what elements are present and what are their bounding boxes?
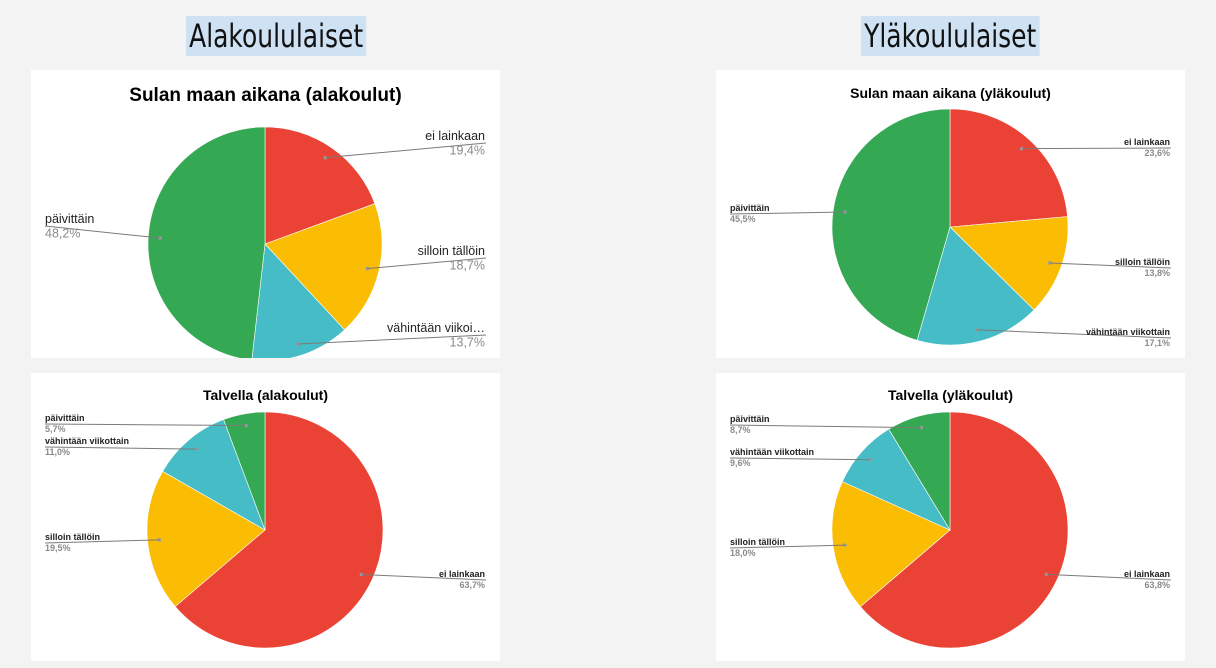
slice-name-label: päivittäin — [730, 203, 770, 213]
pie-slice-vahintaan-viikottain — [251, 243, 345, 358]
leader-line — [729, 211, 845, 215]
slice-name-label: vähintään viikottain — [45, 436, 129, 446]
slice-value-label: 18,0% — [730, 548, 756, 558]
slice-name-label: silloin tällöin — [730, 537, 785, 547]
chart-panel-winter-primary: Talvella (alakoulut) ei lainkaan 63,7% sill… — [31, 373, 500, 661]
slice-name-label: päivittäin — [45, 413, 85, 423]
pie-slice-vahintaan-viikottain — [162, 419, 266, 531]
slice-name-label: päivittäin — [45, 212, 94, 226]
leader-line — [1021, 147, 1172, 150]
chart-panel-summer-secondary: Sulan maan aikana (yläkoulut) ei lainkaan… — [716, 70, 1185, 358]
leader-line — [44, 539, 160, 544]
pie-slice-ei-lainkaan — [859, 411, 1069, 649]
pie-slice-ei-lainkaan — [264, 126, 376, 245]
slice-name-label: päivittäin — [730, 414, 770, 424]
leader-line — [44, 446, 197, 450]
leader-dot — [868, 457, 873, 462]
chart-title: Talvella (alakoulut) — [203, 387, 328, 403]
pie-slice-paivittain — [223, 411, 266, 531]
slice-value-label: 5,7% — [45, 424, 66, 434]
leader-line — [44, 225, 160, 239]
pie-chart-summer-secondary: Sulan maan aikana (yläkoulut) ei lainkaan… — [729, 85, 1172, 348]
leader-line — [44, 423, 247, 427]
heading-ylakoululaiset: Yläkoululaiset — [861, 16, 1040, 56]
leader-line — [325, 142, 487, 159]
leader-line — [367, 257, 487, 270]
pie-slice-ei-lainkaan — [949, 108, 1068, 228]
pie-slice-silloin-talloin — [146, 470, 266, 607]
slice-name-label: silloin tällöin — [45, 532, 100, 542]
slice-value-label: 17,1% — [1144, 338, 1170, 348]
pie-chart-summer-primary: Sulan maan aikana (alakoulut) ei lainkaan… — [44, 85, 487, 358]
slice-name-label: ei lainkaan — [439, 569, 485, 579]
slice-value-label: 48,2% — [45, 227, 80, 241]
slice-value-label: 45,5% — [730, 214, 756, 224]
leader-dot — [919, 425, 924, 430]
chart-title: Sulan maan aikana (alakoulut) — [129, 85, 401, 106]
leader-dot — [157, 538, 162, 542]
pie-slice-silloin-talloin — [949, 216, 1069, 311]
slice-value-label: 63,8% — [1144, 580, 1170, 590]
leader-line — [729, 457, 871, 461]
slice-value-label: 11,0% — [45, 447, 70, 457]
chart-title: Sulan maan aikana (yläkoulut) — [850, 85, 1051, 101]
pie-slice-vahintaan-viikottain — [916, 226, 1035, 346]
leader-dot — [843, 210, 847, 214]
slice-value-label: 63,7% — [459, 580, 485, 590]
slice-name-label: vähintään viikottain — [730, 447, 814, 457]
pie-slice-paivittain — [147, 126, 266, 358]
chart-panel-winter-secondary: Talvella (yläkoulut) ei lainkaan 63,8% sill… — [716, 373, 1185, 661]
leader-line — [297, 334, 487, 345]
pie-slice-paivittain — [831, 108, 951, 341]
leader-dot — [244, 423, 248, 428]
slice-name-label: ei lainkaan — [1124, 137, 1170, 147]
slice-value-label: 23,6% — [1144, 148, 1170, 158]
slice-value-label: 9,6% — [730, 458, 751, 468]
leader-line — [729, 424, 922, 429]
pie-slice-paivittain — [888, 411, 951, 532]
chart-title: Talvella (yläkoulut) — [888, 387, 1013, 403]
slice-name-label: vähintään viikottain — [1086, 327, 1170, 337]
leader-dot — [843, 543, 847, 547]
leader-line — [729, 544, 845, 549]
slice-value-label: 19,4% — [450, 144, 485, 158]
leader-line — [361, 574, 487, 581]
leader-line — [1049, 262, 1172, 269]
slice-name-label: ei lainkaan — [1124, 569, 1170, 579]
heading-alakoululaiset: Alakoululaiset — [186, 16, 367, 56]
slice-value-label: 8,7% — [730, 425, 751, 435]
chart-panel-summer-primary: Sulan maan aikana (alakoulut) ei lainkaan… — [31, 70, 500, 358]
slice-value-label: 19,5% — [45, 543, 71, 553]
slice-value-label: 18,7% — [450, 259, 485, 273]
pie-slice-ei-lainkaan — [174, 411, 384, 649]
slice-name-label: vähintään viikoi… — [387, 321, 485, 335]
slice-name-label: silloin tällöin — [1115, 257, 1170, 267]
slice-value-label: 13,7% — [450, 336, 485, 350]
leader-line — [1046, 573, 1172, 581]
slice-value-label: 13,8% — [1144, 268, 1170, 278]
slice-name-label: silloin tällöin — [418, 244, 485, 258]
slice-name-label: ei lainkaan — [425, 129, 485, 143]
slice-label-vahintaan-viikottain: vähintään viikoi…13,7% — [296, 321, 487, 350]
pie-slice-silloin-talloin — [264, 203, 383, 331]
pie-slice-silloin-talloin — [831, 481, 951, 608]
leader-line — [976, 329, 1172, 339]
